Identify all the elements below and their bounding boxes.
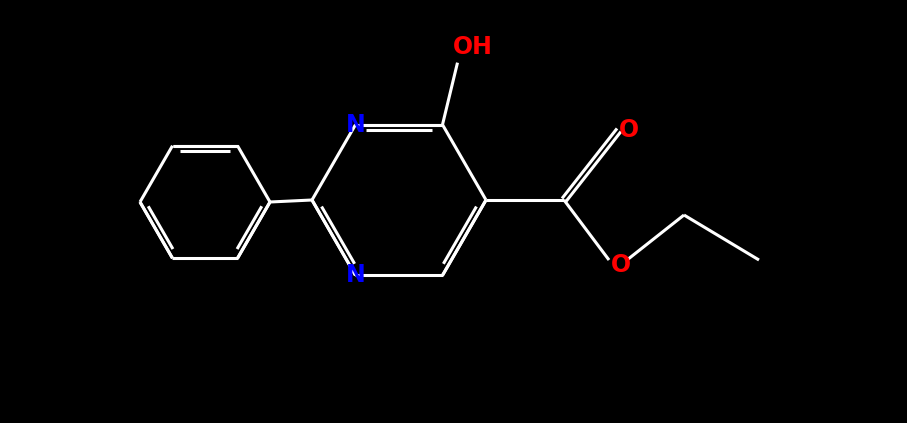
Text: O: O (619, 118, 639, 142)
Text: N: N (346, 264, 366, 287)
Text: O: O (611, 253, 631, 277)
Text: OH: OH (453, 35, 493, 59)
Text: N: N (346, 113, 366, 137)
